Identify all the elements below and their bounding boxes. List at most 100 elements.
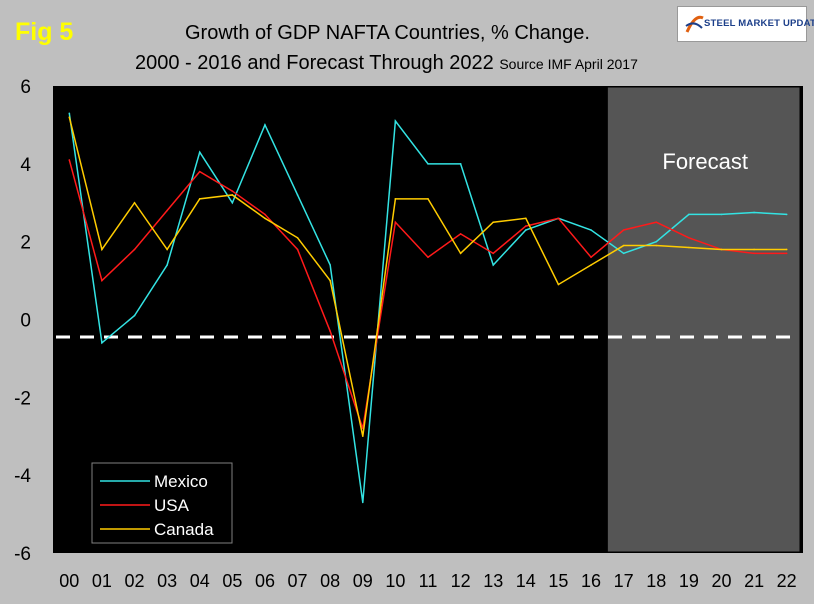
data-point-canada	[394, 198, 397, 200]
data-point-usa	[590, 256, 592, 259]
data-point-canada	[101, 248, 103, 251]
data-point-usa	[492, 252, 495, 255]
x-tick-label: 00	[59, 571, 79, 591]
data-point-usa	[198, 170, 201, 173]
y-tick-label: 0	[20, 311, 31, 332]
data-point-canada	[688, 246, 690, 249]
x-tick-label: 21	[744, 571, 764, 591]
x-tick-label: 05	[222, 571, 242, 591]
data-point-usa	[329, 330, 331, 332]
data-point-usa	[133, 248, 136, 251]
x-tick-label: 06	[255, 571, 275, 591]
y-tick-label: 6	[20, 77, 31, 98]
data-point-canada	[655, 244, 658, 247]
data-point-mexico	[329, 264, 331, 266]
data-point-usa	[231, 190, 234, 192]
data-point-canada	[459, 252, 462, 255]
data-point-canada	[166, 248, 168, 251]
data-point-canada	[622, 244, 625, 247]
data-point-canada	[133, 201, 136, 204]
data-point-canada	[264, 217, 266, 220]
data-point-canada	[753, 248, 755, 251]
x-tick-label: 15	[548, 571, 568, 591]
data-point-canada	[492, 221, 495, 224]
data-point-usa	[655, 221, 658, 224]
y-axis: 6 4 2 0 -2 -4 -6	[14, 77, 31, 565]
legend: Mexico USA Canada	[91, 462, 233, 544]
data-point-usa	[394, 221, 397, 224]
data-point-mexico	[231, 201, 234, 204]
series-group	[68, 112, 788, 504]
x-tick-label: 14	[516, 571, 536, 591]
logo: STEEL MARKET UPDATE	[677, 6, 814, 42]
x-tick-label: 13	[483, 571, 503, 591]
data-point-canada	[68, 116, 71, 118]
y-tick-label: 2	[20, 233, 31, 254]
data-point-usa	[622, 229, 625, 231]
chart-source: Source IMF April 2017	[499, 56, 638, 72]
logo-icon	[685, 15, 704, 33]
data-point-canada	[785, 248, 788, 251]
data-point-usa	[427, 256, 429, 259]
data-point-canada	[427, 198, 429, 200]
x-tick-label: 19	[679, 571, 699, 591]
data-point-usa	[688, 236, 690, 239]
data-point-usa	[785, 252, 788, 255]
x-tick-label: 08	[320, 571, 340, 591]
data-point-mexico	[101, 342, 103, 344]
data-point-mexico	[296, 194, 299, 196]
data-point-canada	[361, 435, 364, 438]
data-point-mexico	[688, 213, 690, 216]
x-axis: 00 01 02 03 04 05 06 07 08 09 10 11 12 13 14 15 16 17 18 19…	[59, 571, 796, 591]
y-tick-label: -6	[14, 544, 31, 565]
data-point-mexico	[198, 151, 201, 153]
data-point-mexico	[394, 120, 397, 122]
x-tick-label: 16	[581, 571, 601, 591]
y-tick-label: -4	[14, 466, 31, 487]
data-point-mexico	[459, 163, 462, 165]
data-point-canada	[590, 264, 592, 266]
data-point-mexico	[68, 112, 71, 115]
data-point-canada	[525, 217, 527, 220]
data-point-usa	[101, 279, 103, 282]
data-point-usa	[166, 209, 168, 212]
data-point-canada	[329, 279, 331, 282]
figure-label: Fig 5	[15, 18, 74, 46]
x-tick-label: 11	[419, 571, 438, 591]
x-tick-label: 20	[711, 571, 731, 591]
x-tick-label: 18	[646, 571, 666, 591]
data-point-mexico	[361, 501, 364, 504]
data-point-mexico	[133, 314, 136, 317]
data-point-usa	[753, 252, 755, 255]
data-point-mexico	[166, 264, 168, 266]
x-tick-label: 03	[157, 571, 177, 591]
data-point-usa	[264, 213, 266, 216]
x-tick-label: 07	[288, 571, 308, 591]
chart-title-line1: Growth of GDP NAFTA Countries, % Change.	[185, 22, 590, 44]
y-tick-label: -2	[14, 388, 31, 409]
chart-title-line2: 2000 - 2016 and Forecast Through 2022 So…	[135, 52, 638, 75]
data-point-mexico	[264, 124, 266, 126]
data-point-usa	[557, 217, 560, 220]
legend-label-mexico: Mexico	[154, 472, 208, 491]
data-point-usa	[459, 233, 462, 235]
logo-text: STEEL MARKET UPDATE	[704, 18, 814, 29]
data-point-canada	[198, 198, 201, 200]
forecast-label: Forecast	[662, 149, 748, 174]
data-point-canada	[557, 283, 560, 286]
x-tick-label: 12	[451, 571, 471, 591]
x-tick-label: 04	[190, 571, 210, 591]
forecast-region	[606, 86, 801, 553]
x-tick-label: 01	[92, 571, 112, 591]
data-point-canada	[296, 236, 299, 239]
x-tick-label: 02	[125, 571, 145, 591]
x-tick-label: 10	[385, 571, 405, 591]
data-point-mexico	[753, 211, 755, 214]
chart-title-line2-text: 2000 - 2016 and Forecast Through 2022	[135, 52, 494, 74]
data-point-mexico	[655, 240, 658, 243]
x-tick-label: 09	[353, 571, 373, 591]
y-tick-label: 4	[20, 155, 31, 176]
legend-label-usa: USA	[154, 496, 190, 515]
data-point-mexico	[785, 213, 788, 216]
